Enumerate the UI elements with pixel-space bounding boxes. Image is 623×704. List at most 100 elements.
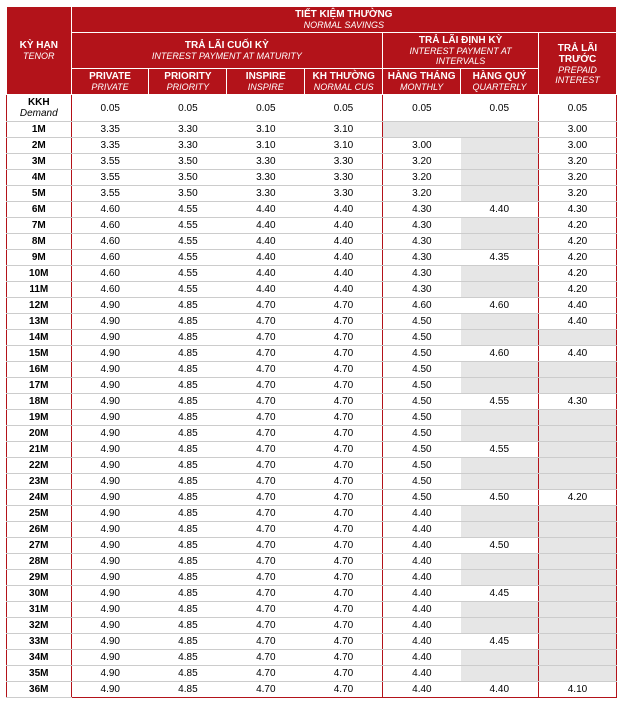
tenor-cell: 20M bbox=[7, 426, 72, 442]
rate-cell bbox=[461, 458, 539, 474]
rate-cell bbox=[461, 618, 539, 634]
rate-cell: 4.90 bbox=[71, 650, 149, 666]
rate-cell: 4.60 bbox=[461, 298, 539, 314]
rate-cell bbox=[461, 234, 539, 250]
rate-cell bbox=[461, 506, 539, 522]
tenor-cell: 13M bbox=[7, 314, 72, 330]
tenor-cell: 31M bbox=[7, 602, 72, 618]
rate-cell: 4.70 bbox=[227, 618, 305, 634]
tenor-label: 31M bbox=[29, 604, 48, 615]
rate-cell bbox=[461, 378, 539, 394]
rate-cell: 4.60 bbox=[383, 298, 461, 314]
rate-cell: 4.40 bbox=[383, 506, 461, 522]
rate-cell: 4.90 bbox=[71, 394, 149, 410]
rate-cell: 3.55 bbox=[71, 170, 149, 186]
tenor-label: 4M bbox=[32, 172, 46, 183]
table-row: 24M4.904.854.704.704.504.504.20 bbox=[7, 490, 617, 506]
rate-cell: 4.40 bbox=[383, 522, 461, 538]
tenor-label: 26M bbox=[29, 524, 48, 535]
rate-cell: 4.85 bbox=[149, 682, 227, 698]
rate-cell: 4.40 bbox=[227, 250, 305, 266]
rate-cell: 4.90 bbox=[71, 634, 149, 650]
table-row: 2M3.353.303.103.103.003.00 bbox=[7, 138, 617, 154]
rate-cell: 4.70 bbox=[305, 538, 383, 554]
rate-cell: 4.40 bbox=[461, 682, 539, 698]
rate-cell: 4.70 bbox=[305, 666, 383, 682]
rate-cell: 4.70 bbox=[227, 650, 305, 666]
rate-cell: 3.30 bbox=[227, 154, 305, 170]
rate-cell: 3.20 bbox=[383, 154, 461, 170]
rate-cell bbox=[538, 426, 616, 442]
tenor-cell: 25M bbox=[7, 506, 72, 522]
rate-cell: 4.70 bbox=[227, 634, 305, 650]
tenor-label: 21M bbox=[29, 444, 48, 455]
table-row: 1M3.353.303.103.103.00 bbox=[7, 122, 617, 138]
rate-cell: 4.85 bbox=[149, 634, 227, 650]
rate-cell: 4.40 bbox=[227, 218, 305, 234]
table-row: 25M4.904.854.704.704.40 bbox=[7, 506, 617, 522]
rate-cell: 4.60 bbox=[71, 234, 149, 250]
table-row: 31M4.904.854.704.704.40 bbox=[7, 602, 617, 618]
rate-cell: 3.30 bbox=[227, 186, 305, 202]
tenor-sublabel: Demand bbox=[10, 108, 68, 119]
rate-cell bbox=[538, 586, 616, 602]
table-row: 36M4.904.854.704.704.404.404.10 bbox=[7, 682, 617, 698]
tenor-cell: 21M bbox=[7, 442, 72, 458]
table-row: 16M4.904.854.704.704.50 bbox=[7, 362, 617, 378]
table-row: 11M4.604.554.404.404.304.20 bbox=[7, 282, 617, 298]
rate-cell: 4.40 bbox=[227, 266, 305, 282]
rate-cell: 4.70 bbox=[305, 362, 383, 378]
table-header: KỲ HẠN TENOR TIẾT KIỆM THƯỜNG NORMAL SAV… bbox=[7, 7, 617, 95]
rate-cell: 3.10 bbox=[305, 122, 383, 138]
rate-cell: 4.85 bbox=[149, 298, 227, 314]
rate-cell: 3.30 bbox=[149, 138, 227, 154]
header-maturity-en: INTEREST PAYMENT AT MATURITY bbox=[75, 51, 380, 61]
rate-cell: 4.60 bbox=[71, 250, 149, 266]
tenor-label: 23M bbox=[29, 476, 48, 487]
rate-cell: 4.60 bbox=[71, 266, 149, 282]
rate-cell: 4.55 bbox=[149, 266, 227, 282]
rate-cell: 4.70 bbox=[227, 570, 305, 586]
rate-cell: 3.20 bbox=[538, 170, 616, 186]
tenor-label: 1M bbox=[32, 124, 46, 135]
header-intervals: TRẢ LÃI ĐỊNH KỲ INTEREST PAYMENT AT INTE… bbox=[383, 33, 539, 69]
rate-cell: 4.55 bbox=[149, 250, 227, 266]
rate-cell bbox=[461, 186, 539, 202]
rate-cell bbox=[461, 330, 539, 346]
tenor-label: 34M bbox=[29, 652, 48, 663]
tenor-label: 30M bbox=[29, 588, 48, 599]
rate-cell: 4.85 bbox=[149, 378, 227, 394]
rate-cell bbox=[461, 122, 539, 138]
header-intervals-vi: TRẢ LÃI ĐỊNH KỲ bbox=[419, 35, 502, 46]
rate-cell: 4.70 bbox=[305, 346, 383, 362]
rate-cell bbox=[461, 218, 539, 234]
table-row: 5M3.553.503.303.303.203.20 bbox=[7, 186, 617, 202]
rate-cell: 4.20 bbox=[538, 218, 616, 234]
rate-cell: 4.40 bbox=[383, 666, 461, 682]
rate-cell: 4.55 bbox=[461, 442, 539, 458]
rate-cell: 3.50 bbox=[149, 154, 227, 170]
rate-cell: 4.45 bbox=[461, 634, 539, 650]
tenor-label: 29M bbox=[29, 572, 48, 583]
rate-cell: 4.40 bbox=[227, 202, 305, 218]
rate-cell: 4.50 bbox=[383, 474, 461, 490]
tenor-cell: 2M bbox=[7, 138, 72, 154]
tenor-cell: 15M bbox=[7, 346, 72, 362]
rate-cell: 4.70 bbox=[227, 522, 305, 538]
rate-cell: 4.70 bbox=[305, 442, 383, 458]
rate-cell: 4.40 bbox=[383, 538, 461, 554]
rate-cell: 4.90 bbox=[71, 298, 149, 314]
rate-cell: 4.85 bbox=[149, 666, 227, 682]
rate-cell: 4.40 bbox=[305, 282, 383, 298]
table-row: 4M3.553.503.303.303.203.20 bbox=[7, 170, 617, 186]
tenor-label: 17M bbox=[29, 380, 48, 391]
rate-cell: 3.30 bbox=[305, 170, 383, 186]
tenor-cell: 6M bbox=[7, 202, 72, 218]
table-row: 19M4.904.854.704.704.50 bbox=[7, 410, 617, 426]
rate-cell bbox=[538, 410, 616, 426]
tenor-cell: 26M bbox=[7, 522, 72, 538]
rate-cell: 4.70 bbox=[227, 506, 305, 522]
rate-cell: 4.90 bbox=[71, 586, 149, 602]
rate-cell bbox=[538, 522, 616, 538]
rate-cell: 4.70 bbox=[305, 650, 383, 666]
